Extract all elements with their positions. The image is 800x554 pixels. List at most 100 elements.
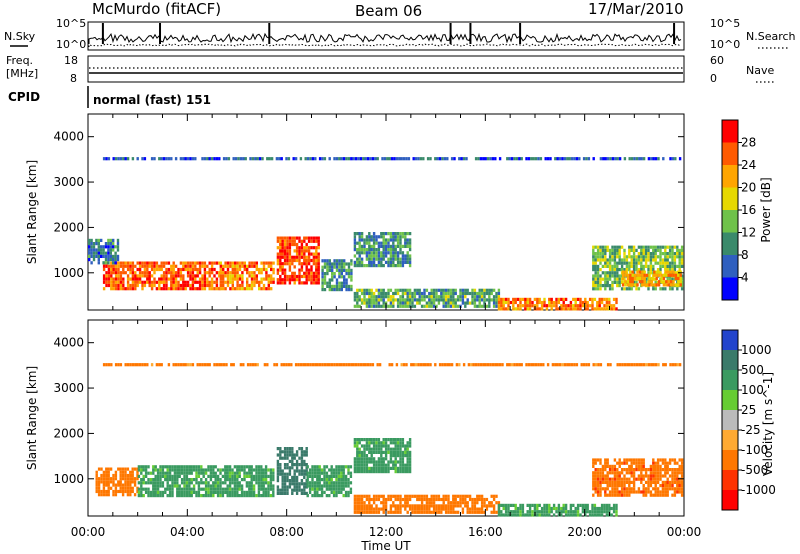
range-cell	[226, 264, 230, 268]
range-cell	[608, 503, 611, 507]
range-cell	[480, 304, 484, 308]
range-cell	[264, 474, 268, 478]
range-cell	[249, 363, 252, 367]
range-cell	[365, 504, 369, 508]
range-cell	[655, 273, 658, 277]
range-cell	[150, 267, 154, 272]
range-cell	[631, 276, 634, 281]
range-cell	[581, 510, 585, 514]
range-cell	[306, 474, 309, 478]
range-cell	[303, 453, 306, 457]
range-cell	[444, 494, 448, 498]
range-cell	[196, 274, 199, 278]
range-cell	[562, 307, 565, 311]
range-cell	[492, 301, 496, 305]
range-cell	[315, 268, 318, 272]
data-region	[497, 503, 618, 517]
range-cell	[665, 273, 668, 277]
range-cell	[608, 255, 612, 259]
range-cell	[382, 457, 385, 461]
range-cell	[449, 298, 453, 302]
range-cell	[668, 264, 672, 268]
range-cell	[326, 272, 329, 276]
range-cell	[190, 490, 193, 494]
colorbar-swatch	[722, 142, 738, 165]
range-cell	[162, 264, 166, 268]
range-cell	[219, 494, 222, 498]
range-cell	[635, 258, 638, 262]
range-cell	[576, 304, 580, 308]
range-cell	[596, 493, 600, 497]
range-cell	[318, 471, 321, 475]
range-cell	[599, 258, 602, 262]
range-cell	[288, 281, 292, 285]
range-cell	[144, 468, 148, 472]
range-cell	[326, 363, 329, 367]
range-cell	[377, 438, 381, 442]
range-cell	[644, 255, 648, 259]
range-cell	[258, 280, 261, 284]
range-cell	[425, 507, 429, 511]
range-cell	[347, 265, 351, 269]
range-cell	[656, 493, 660, 497]
range-cell	[628, 484, 631, 488]
range-cell	[392, 494, 395, 498]
range-cell	[584, 297, 587, 301]
range-cell	[316, 487, 319, 491]
range-cell	[168, 474, 172, 478]
range-cell	[452, 301, 455, 305]
y-tick-label: 4000	[53, 336, 84, 350]
range-cell	[328, 474, 331, 478]
range-cell	[255, 468, 258, 472]
colorbar-swatch	[722, 430, 738, 450]
range-cell	[167, 267, 171, 272]
range-cell	[356, 463, 359, 467]
range-cell	[616, 493, 619, 497]
range-cell	[476, 510, 479, 514]
range-cell	[649, 264, 653, 268]
range-cell	[307, 274, 311, 279]
range-cell	[404, 454, 407, 458]
range-cell	[399, 470, 402, 474]
range-cell	[107, 274, 111, 278]
range-cell	[286, 491, 289, 495]
range-cell	[387, 257, 390, 261]
range-cell	[420, 501, 424, 505]
range-cell	[248, 471, 251, 475]
range-cell	[618, 490, 621, 494]
range-cell	[624, 273, 627, 277]
range-cell	[146, 274, 149, 278]
range-cell	[114, 271, 118, 275]
range-cell	[288, 265, 292, 269]
range-cell	[347, 478, 350, 482]
range-cell	[635, 477, 638, 481]
range-cell	[430, 295, 433, 299]
range-cell	[592, 280, 595, 284]
range-cell	[310, 274, 313, 279]
range-cell	[262, 484, 265, 488]
range-cell	[343, 262, 346, 266]
range-cell	[353, 463, 357, 467]
range-cell	[376, 157, 379, 161]
range-cell	[264, 481, 268, 485]
range-cell	[396, 238, 400, 242]
range-cell	[190, 468, 193, 472]
range-cell	[129, 477, 132, 481]
range-cell	[358, 507, 361, 511]
range-cell	[267, 468, 270, 472]
range-cell	[599, 277, 602, 281]
range-cell	[300, 268, 304, 272]
range-cell	[442, 301, 445, 305]
range-cell	[360, 507, 364, 511]
range-cell	[401, 244, 405, 248]
range-cell	[613, 468, 617, 472]
range-cell	[432, 497, 436, 502]
range-cell	[171, 465, 174, 469]
range-cell	[606, 258, 609, 262]
range-cell	[528, 513, 532, 517]
range-cell	[671, 458, 674, 462]
range-cell	[628, 490, 631, 494]
range-cell	[166, 474, 169, 478]
range-cell	[668, 458, 672, 462]
range-cell	[270, 267, 273, 272]
